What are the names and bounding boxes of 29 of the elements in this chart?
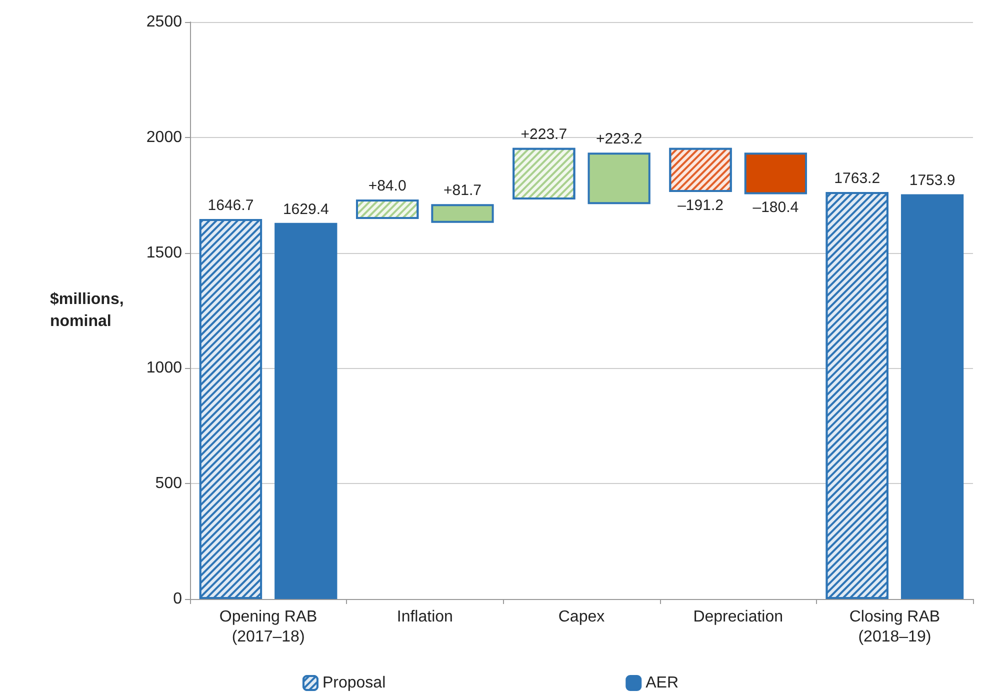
data-label: +84.0	[368, 178, 406, 195]
data-label: 1646.7	[208, 196, 254, 214]
bar	[900, 194, 964, 599]
x-tick-label: Opening RAB (2017–18)	[219, 608, 318, 646]
data-label: +223.2	[596, 130, 642, 148]
x-tick-label: Closing RAB (2018–19)	[849, 608, 940, 646]
bar	[744, 152, 808, 194]
data-label: –180.4	[752, 199, 799, 216]
data-label: 1753.9	[909, 172, 956, 190]
bar	[588, 152, 650, 204]
y-tick-label: 2000	[146, 128, 182, 146]
y-tick-label: 2500	[146, 14, 182, 30]
data-label: –191.2	[678, 197, 724, 214]
y-tick-label: 0	[173, 590, 182, 608]
y-tick-label: 1000	[146, 360, 182, 377]
bar	[274, 222, 338, 599]
x-tick-label: Inflation	[396, 608, 453, 626]
x-tick-label: Capex	[558, 608, 605, 626]
y-tick-label: 500	[155, 475, 182, 492]
data-label: 1629.4	[282, 200, 329, 218]
y-tick-label: 1500	[146, 244, 182, 262]
data-label: +223.7	[520, 126, 568, 143]
legend-label: Proposal	[322, 674, 386, 692]
data-label: +81.7	[444, 182, 482, 200]
bar	[431, 204, 494, 223]
legend-label: AER	[646, 674, 679, 692]
x-tick-label: Depreciation	[693, 608, 784, 626]
y-axis-title: $millions, nominal	[50, 291, 124, 330]
data-label: 1763.2	[834, 170, 880, 188]
